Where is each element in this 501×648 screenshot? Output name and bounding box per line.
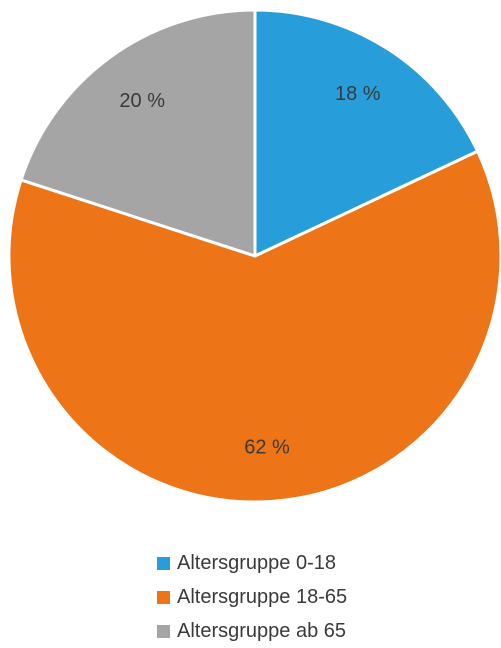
pie-labels: 18 % 62 % 20 % [119,83,380,459]
legend-label: Altersgruppe ab 65 [177,619,347,642]
slice-0-18 [253,8,480,258]
legend-item-ab-65: Altersgruppe ab 65 [157,614,347,648]
legend-label: Altersgruppe 18-65 [177,585,348,608]
data-label-slice-0-18: 18 % [335,83,381,105]
legend-item-0-18: Altersgruppe 0-18 [157,546,347,580]
legend-swatch [157,590,170,604]
legend-item-18-65: Altersgruppe 18-65 [157,580,347,614]
pie-chart: 18 % 62 % 20 % [7,8,501,504]
data-label-slice-ab-65: 20 % [119,90,165,112]
slice-ab-65 [19,8,257,258]
pie-slices [7,8,501,504]
legend-swatch [157,624,170,638]
legend-label: Altersgruppe 0-18 [177,551,336,574]
legend: Altersgruppe 0-18 Altersgruppe 18-65 Alt… [157,546,347,648]
data-label-slice-18-65: 62 % [244,437,290,459]
slice-18-65 [7,149,501,504]
legend-swatch [157,556,170,570]
